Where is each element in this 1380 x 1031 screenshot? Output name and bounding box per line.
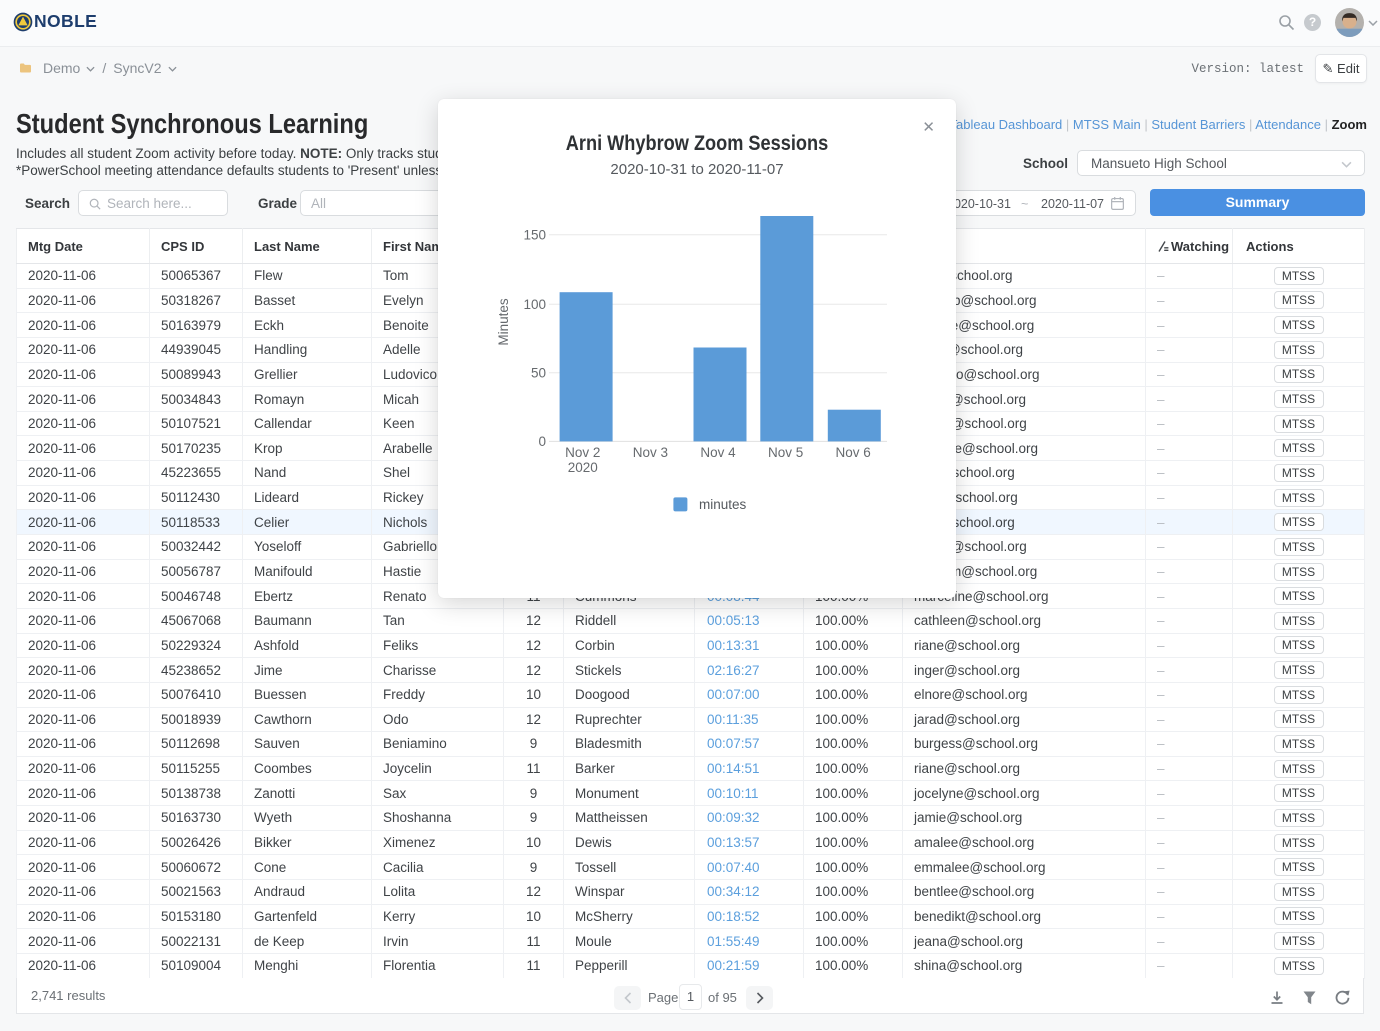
svg-text:minutes: minutes	[699, 497, 747, 512]
svg-text:Minutes: Minutes	[496, 298, 511, 346]
svg-text:150: 150	[523, 228, 546, 243]
svg-text:50: 50	[531, 366, 546, 381]
svg-text:0: 0	[538, 434, 546, 449]
svg-text:100: 100	[523, 297, 546, 312]
svg-text:Nov 5: Nov 5	[768, 445, 803, 460]
svg-text:2020: 2020	[568, 460, 598, 475]
svg-text:Nov 4: Nov 4	[700, 445, 736, 460]
svg-text:Nov 6: Nov 6	[836, 445, 871, 460]
svg-text:Nov 3: Nov 3	[633, 445, 668, 460]
svg-text:Nov 2: Nov 2	[565, 445, 600, 460]
